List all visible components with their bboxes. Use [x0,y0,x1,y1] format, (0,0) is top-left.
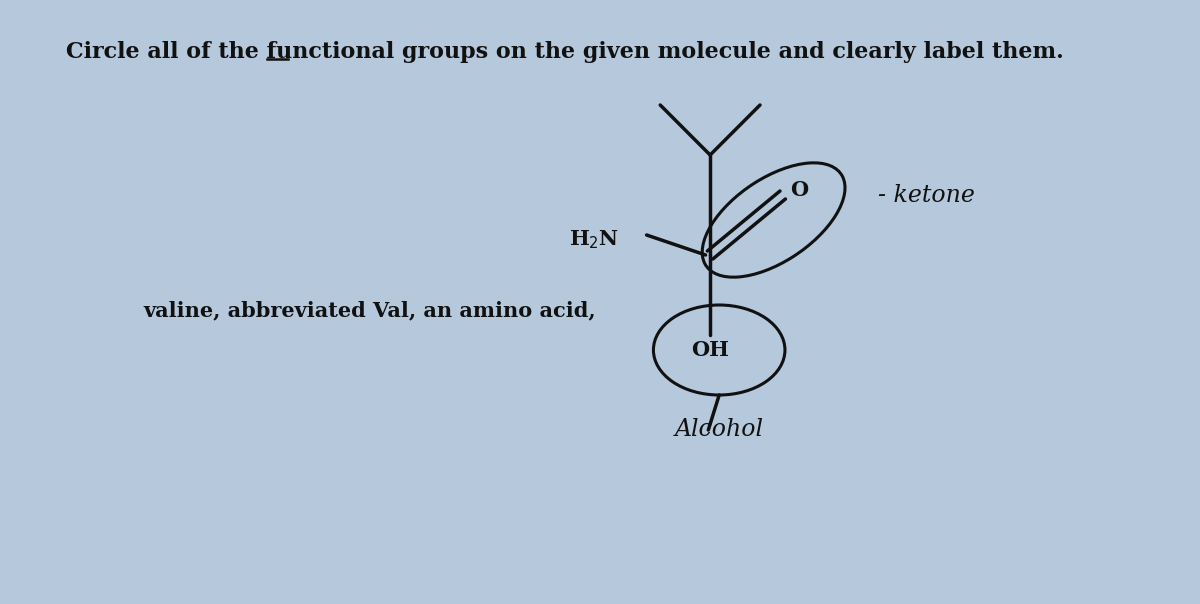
Text: Alcohol: Alcohol [674,419,763,442]
Text: Circle all of the functional groups on the given molecule and clearly label them: Circle all of the functional groups on t… [66,41,1064,63]
Text: valine, abbreviated Val, an amino acid,: valine, abbreviated Val, an amino acid, [143,300,595,320]
Text: OH: OH [691,340,730,360]
Text: - ketone: - ketone [878,184,974,207]
Text: H$_2$N: H$_2$N [569,229,619,251]
Text: O: O [790,180,808,200]
